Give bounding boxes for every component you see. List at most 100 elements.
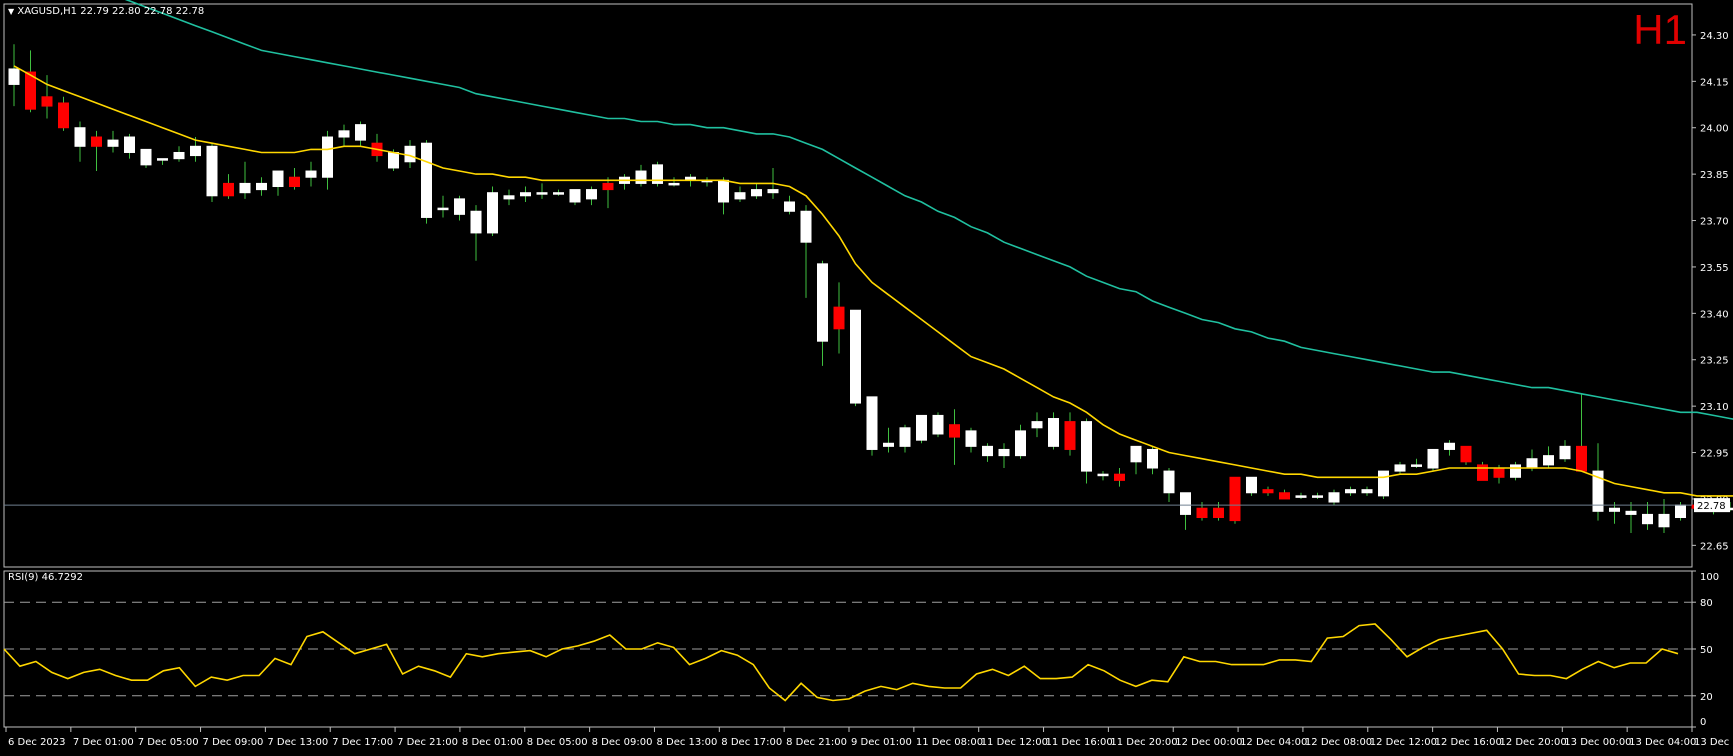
bull-candle-body — [140, 148, 152, 166]
bull-candle-body — [470, 210, 482, 234]
rsi-panel — [3, 623, 1679, 702]
bull-candle-body — [1559, 445, 1571, 460]
bull-candle-body — [586, 189, 597, 200]
bull-candle-body — [437, 207, 449, 211]
time-tick-label: 7 Dec 01:00 — [73, 737, 134, 748]
time-tick-label: 12 Dec 20:00 — [1499, 737, 1566, 748]
bull-candle-body — [1609, 507, 1620, 512]
price-tick-label: 23.25 — [1700, 356, 1729, 367]
bull-candle-body — [767, 189, 779, 194]
bear-candle-body — [289, 176, 300, 188]
bull-candle-body — [404, 145, 416, 163]
bear-candle-body — [1229, 476, 1241, 522]
price-tick-label: 23.40 — [1700, 309, 1729, 320]
time-tick-label: 7 Dec 09:00 — [203, 737, 264, 748]
bull-candle-body — [1427, 448, 1439, 469]
bull-candle-body — [1163, 470, 1175, 494]
bear-candle-body — [91, 136, 102, 147]
bull-candle-body — [1444, 442, 1455, 450]
bull-candle-body — [157, 158, 168, 161]
bull-candle-body — [1510, 464, 1521, 478]
bull-candle-body — [800, 210, 812, 243]
symbol-header[interactable]: ▼ XAGUSD,H1 22.79 22.80 22.78 22.78 — [8, 6, 204, 17]
bull-candle-body — [487, 192, 498, 234]
time-tick-label: 7 Dec 21:00 — [397, 737, 458, 748]
bull-candle-body — [1147, 448, 1158, 469]
bear-candle-body — [1196, 507, 1208, 519]
bull-candle-body — [1642, 513, 1653, 525]
rsi-tick-label: 50 — [1700, 645, 1713, 656]
current-price-line: 22.78 — [4, 498, 1730, 513]
bull-candle-body — [190, 145, 201, 157]
bull-candle-body — [74, 127, 86, 147]
moving-averages — [13, 0, 1733, 497]
bull-candle-body — [1295, 495, 1307, 498]
bull-candle-body — [338, 130, 350, 138]
time-tick-label: 12 Dec 04:00 — [1240, 737, 1307, 748]
time-tick-label: 7 Dec 05:00 — [138, 737, 199, 748]
time-tick-label: 13 Dec 00:00 — [1564, 737, 1631, 748]
symbol-line: XAGUSD,H1 22.79 22.80 22.78 22.78 — [17, 6, 205, 17]
candles — [8, 44, 1733, 533]
bull-candle-body — [1361, 489, 1373, 494]
chart-frames — [3, 3, 1693, 728]
time-tick-label: 11 Dec 20:00 — [1110, 737, 1177, 748]
bull-candle-body — [553, 192, 564, 195]
bull-candle-body — [718, 179, 729, 203]
price-tick-label: 23.10 — [1700, 402, 1729, 413]
bull-candle-body — [1592, 470, 1604, 512]
bull-candle-body — [883, 442, 894, 447]
time-tick-label: 11 Dec 12:00 — [981, 737, 1048, 748]
time-tick-label: 12 Dec 12:00 — [1370, 737, 1437, 748]
bull-candle-body — [1048, 418, 1059, 447]
timeframe-badge: H1 — [1633, 6, 1687, 53]
bull-candle-body — [1394, 464, 1406, 472]
time-tick-label: 13 Dec 08:00 — [1694, 737, 1733, 748]
bull-candle-body — [1658, 513, 1670, 528]
bear-candle-body — [223, 182, 234, 197]
price-tick-label: 23.55 — [1700, 263, 1729, 274]
time-tick-label: 8 Dec 21:00 — [786, 737, 847, 748]
bull-candle-body — [520, 192, 531, 197]
time-tick-label: 13 Dec 04:00 — [1629, 737, 1696, 748]
current-price-tag — [1694, 498, 1730, 513]
price-panel-frame — [3, 3, 1693, 568]
bull-candle-body — [817, 263, 828, 342]
bull-candle-body — [635, 170, 647, 184]
bull-candle-body — [1378, 470, 1389, 497]
bear-candle-body — [1064, 421, 1076, 450]
time-tick-label: 7 Dec 13:00 — [267, 737, 328, 748]
bull-candle-body — [866, 396, 878, 450]
bull-candle-body — [1328, 492, 1340, 503]
current-price-label: 22.78 — [1697, 501, 1726, 512]
bull-candle-body — [1411, 464, 1422, 467]
rsi-label: RSI(9) 46.7292 — [8, 572, 83, 583]
bull-candle-body — [932, 414, 944, 435]
time-tick-label: 8 Dec 17:00 — [721, 737, 782, 748]
bull-candle-body — [751, 189, 762, 197]
bull-candle-body — [1015, 430, 1026, 457]
rsi-tick-label: 20 — [1700, 692, 1713, 703]
time-tick-label: 9 Dec 01:00 — [851, 737, 912, 748]
price-axis: 24.30 24.15 24.00 23.85 23.70 23.55 23.40 23.25… — [1692, 31, 1729, 552]
bull-candle-body — [124, 136, 135, 153]
bear-candle-body — [1493, 467, 1505, 478]
bull-candle-body — [8, 68, 20, 85]
bear-candle-body — [25, 71, 36, 110]
dropdown-triangle-icon[interactable]: ▼ — [8, 7, 15, 16]
price-tick-label: 22.95 — [1700, 449, 1729, 460]
bull-candle-body — [256, 182, 267, 191]
bull-candle-body — [652, 164, 663, 184]
bull-candle-body — [1130, 445, 1142, 463]
time-tick-label: 8 Dec 05:00 — [527, 737, 588, 748]
time-tick-label: 11 Dec 16:00 — [1046, 737, 1113, 748]
price-tick-label: 24.00 — [1700, 124, 1729, 135]
bear-candle-body — [41, 96, 53, 107]
bear-candle-body — [949, 424, 960, 438]
bull-candle-body — [1625, 510, 1637, 515]
time-axis: 6 Dec 2023 7 Dec 01:00 7 Dec 05:00 7 Dec 09… — [5, 727, 1733, 748]
bear-candle-body — [602, 182, 614, 191]
price-tick-label: 24.30 — [1700, 31, 1729, 42]
rsi-axis: 100 80 50 20 0 — [4, 570, 1719, 728]
